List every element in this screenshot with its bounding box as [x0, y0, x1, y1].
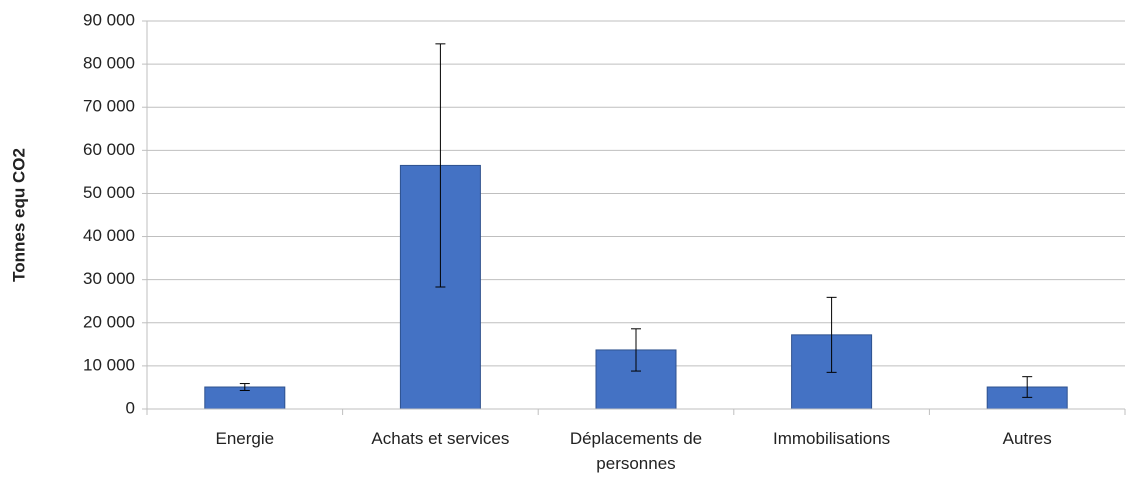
y-tick-label: 10 000	[83, 355, 135, 374]
y-axis-title: Tonnes equ CO2	[9, 148, 28, 282]
y-tick-label: 30 000	[83, 269, 135, 288]
x-tick-label: Autres	[1002, 429, 1052, 448]
y-tick-label: 90 000	[83, 10, 135, 29]
error-bar	[1022, 376, 1033, 398]
x-tick-label: Achats et services	[371, 429, 510, 448]
error-bar	[239, 383, 250, 391]
y-tick-label: 40 000	[83, 226, 135, 245]
x-tick-label: Déplacements de personnes	[569, 429, 703, 473]
y-tick-label: 70 000	[83, 97, 135, 116]
y-tick-label: 60 000	[83, 140, 135, 159]
y-tick-label: 50 000	[83, 183, 135, 202]
error-bar	[631, 328, 641, 372]
y-tick-label: 0	[126, 398, 135, 417]
error-bar	[826, 296, 837, 373]
x-tick-label: Immobilisations	[773, 429, 891, 448]
y-tick-label: 20 000	[83, 312, 135, 331]
y-tick-label: 80 000	[83, 54, 135, 73]
x-tick-label: Energie	[215, 429, 275, 448]
error-bar	[435, 43, 446, 288]
